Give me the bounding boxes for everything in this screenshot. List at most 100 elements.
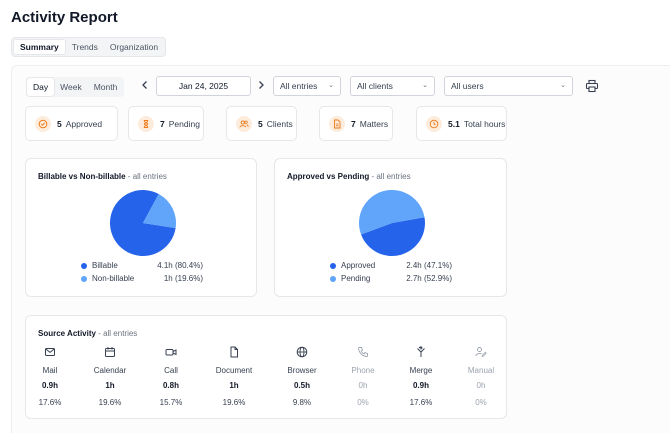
source-percent: 9.8% <box>292 398 312 407</box>
chevron-right-icon[interactable] <box>256 80 266 95</box>
legend-billable: Billable 4.1h (80.4%) <box>81 260 203 272</box>
stat-pending-label: Pending <box>168 118 200 129</box>
clock-icon <box>426 115 442 132</box>
range-month-button[interactable]: Month <box>93 82 118 92</box>
source-name: Browser <box>287 366 317 375</box>
legend-value: 2.4h (47.1%) <box>406 261 452 270</box>
approval-chart-subtitle: - all entries <box>369 172 411 181</box>
stat-pending-count: 7 <box>160 118 165 129</box>
entries-filter-value: All entries <box>280 81 318 91</box>
billable-slice-billable <box>110 189 176 256</box>
source-hours: 0.8h <box>162 381 179 390</box>
entries-filter-select[interactable]: All entries ⌄ <box>273 76 341 96</box>
source-name: Calendar <box>93 366 127 375</box>
phone-icon <box>333 346 393 360</box>
legend-dot <box>81 263 87 269</box>
legend-value: 4.1h (80.4%) <box>157 261 203 270</box>
source-name: Phone <box>351 366 375 375</box>
range-day-button[interactable]: Day <box>27 78 55 96</box>
stat-matters-count: 7 <box>351 118 356 129</box>
chevron-down-icon: ⌄ <box>560 82 566 89</box>
legend-non-billable: Non-billable 1h (19.6%) <box>81 273 203 285</box>
source-name: Merge <box>409 366 433 375</box>
legend-approved: Approved 2.4h (47.1%) <box>330 260 452 272</box>
billable-pie-chart <box>110 189 176 256</box>
document-icon <box>329 115 345 132</box>
mail-icon <box>20 346 80 360</box>
source-activity-subtitle: - all entries <box>95 329 138 338</box>
source-hours: 1h <box>229 381 239 390</box>
source-phone: Phone 0h 0% <box>333 346 393 407</box>
users-filter-value: All users <box>451 81 484 91</box>
billable-chart-card: Billable vs Non-billable - all entries B… <box>25 158 257 297</box>
clients-filter-select[interactable]: All clients ⌄ <box>350 76 435 96</box>
source-hours: 0h <box>476 381 486 390</box>
source-merge: Merge 0.9h 17.6% <box>391 346 451 407</box>
chevron-down-icon: ⌄ <box>328 82 334 89</box>
printer-icon[interactable] <box>585 79 599 93</box>
legend-value: 1h (19.6%) <box>163 274 203 283</box>
date-picker[interactable]: Jan 24, 2025 <box>156 76 251 96</box>
tab-organization[interactable]: Organization <box>109 42 159 52</box>
summary-panel: Day Week Month Jan 24, 2025 All entries … <box>11 65 670 433</box>
legend-label: Billable <box>92 261 118 270</box>
approval-pie-chart <box>359 190 425 256</box>
approval-chart-title: Approved vs Pending - all entries <box>287 172 411 181</box>
tab-summary[interactable]: Summary <box>13 39 66 55</box>
source-hours: 1h <box>105 381 115 390</box>
source-name: Call <box>164 366 178 375</box>
file-icon <box>204 346 264 360</box>
page-title: Activity Report <box>11 9 118 26</box>
source-percent: 19.6% <box>222 398 246 407</box>
report-tabs: Summary Trends Organization <box>11 37 167 57</box>
billable-slice-non-billable <box>143 193 176 229</box>
source-percent: 0% <box>475 398 487 407</box>
check-circle-icon <box>35 115 51 132</box>
legend-value: 2.7h (52.9%) <box>406 274 452 283</box>
source-percent: 15.7% <box>159 398 183 407</box>
stat-approved-count: 5 <box>57 118 62 129</box>
source-hours: 0.5h <box>293 381 310 390</box>
source-document: Document 1h 19.6% <box>204 346 264 407</box>
legend-label: Approved <box>341 261 376 270</box>
range-toggle: Day Week Month <box>26 77 125 97</box>
legend-dot <box>81 276 87 282</box>
stat-total-hours: 5.1 Total hours <box>416 106 507 141</box>
chevron-down-icon: ⌄ <box>422 82 428 89</box>
stat-total-hours-count: 5.1 <box>448 118 460 129</box>
stat-total-hours-label: Total hours <box>463 118 506 129</box>
source-hours: 0h <box>358 381 368 390</box>
stat-matters: 7 Matters <box>319 106 393 141</box>
range-week-button[interactable]: Week <box>60 82 82 92</box>
hourglass-icon <box>138 115 154 132</box>
edit-user-icon <box>451 346 511 360</box>
legend-dot <box>330 263 336 269</box>
stat-clients-count: 5 <box>258 118 263 129</box>
source-mail: Mail 0.9h 17.6% <box>20 346 80 407</box>
stat-matters-label: Matters <box>359 118 389 129</box>
source-name: Document <box>215 366 253 375</box>
source-percent: 0% <box>357 398 369 407</box>
calendar-icon <box>80 346 140 360</box>
users-filter-select[interactable]: All users ⌄ <box>444 76 573 96</box>
legend-label: Pending <box>341 274 371 283</box>
legend-label: Non-billable <box>92 274 135 283</box>
source-activity-title: Source Activity - all entries <box>38 329 138 338</box>
merge-icon <box>391 346 451 360</box>
billable-chart-title: Billable vs Non-billable - all entries <box>38 172 167 181</box>
stat-approved: 5 Approved <box>25 106 118 141</box>
source-activity-card: Source Activity - all entries Mail 0.9h … <box>25 315 507 419</box>
source-name: Manual <box>467 366 495 375</box>
source-manual: Manual 0h 0% <box>451 346 511 407</box>
source-calendar: Calendar 1h 19.6% <box>80 346 140 407</box>
stat-clients: 5 Clients <box>226 106 297 141</box>
approval-chart-card: Approved vs Pending - all entries Approv… <box>274 158 507 297</box>
stat-clients-label: Clients <box>266 118 293 129</box>
source-percent: 17.6% <box>38 398 62 407</box>
users-icon <box>236 115 252 132</box>
source-hours: 0.9h <box>412 381 429 390</box>
source-percent: 19.6% <box>98 398 122 407</box>
approval-slice-approved <box>361 217 425 256</box>
chevron-left-icon[interactable] <box>140 80 150 95</box>
tab-trends[interactable]: Trends <box>71 42 98 52</box>
